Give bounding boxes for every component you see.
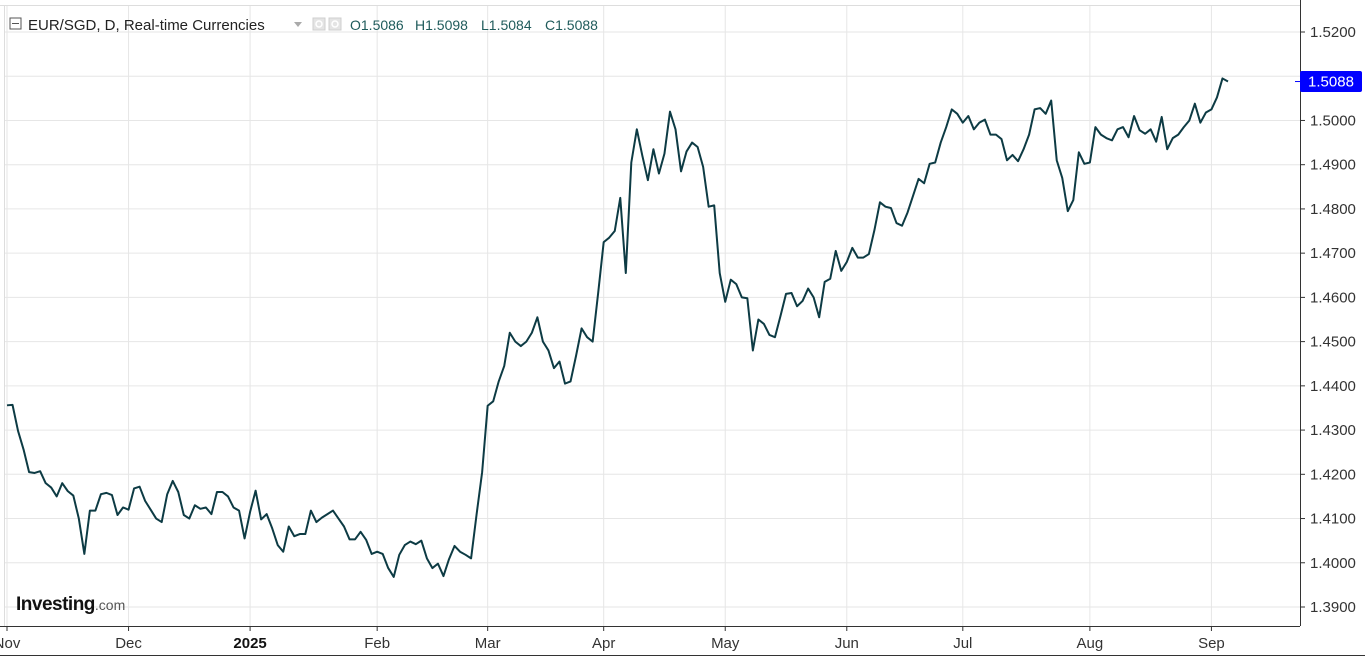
x-tick-label: Feb	[364, 635, 390, 652]
time-axis[interactable]: Nov Dec 2025 Feb Mar Apr May Jun Jul Aug Sep	[0, 626, 1225, 652]
last-price-label: 1.5088	[1308, 74, 1354, 91]
logo-text: Investing.com	[16, 594, 125, 615]
x-tick-label: May	[711, 635, 740, 652]
price-axis[interactable]: 1.3900 1.4000 1.4100 1.4200 1.4300 1.4400 1.45…	[1300, 24, 1356, 616]
price-series-line[interactable]	[6, 77, 1229, 578]
vertical-gridlines	[6, 5, 1212, 626]
y-tick-label: 1.5000	[1310, 112, 1356, 129]
y-tick-label: 1.5200	[1310, 24, 1356, 41]
y-tick-label: 1.4900	[1310, 157, 1356, 174]
x-tick-label: Sep	[1198, 635, 1225, 652]
x-tick-label: Jun	[835, 635, 859, 652]
last-price-tag: 1.5088	[1295, 71, 1362, 92]
x-tick-label: Dec	[115, 635, 142, 652]
symbol-title[interactable]: EUR/SGD, D, Real-time Currencies	[28, 17, 265, 34]
low-value: L1.5084	[481, 17, 532, 33]
y-tick-label: 1.4800	[1310, 201, 1356, 218]
x-tick-label: Aug	[1077, 635, 1104, 652]
high-value: H1.5098	[415, 17, 468, 33]
x-tick-label: 2025	[233, 635, 266, 652]
horizontal-gridlines	[5, 31, 1300, 608]
y-tick-label: 1.4500	[1310, 334, 1356, 351]
chart-legend: EUR/SGD, D, Real-time Currencies O1.5086…	[9, 17, 598, 34]
y-tick-label: 1.4000	[1310, 555, 1356, 572]
investing-logo: Investing.com	[16, 594, 125, 615]
x-tick-label: Nov	[0, 635, 21, 652]
visibility-toggle-icon[interactable]	[312, 17, 326, 31]
y-tick-label: 1.4100	[1310, 511, 1356, 528]
last-price-tag-bg	[1300, 71, 1362, 92]
y-tick-label: 1.4700	[1310, 245, 1356, 262]
ohlc-readout: O1.5086 H1.5098 L1.5084 C1.5088	[350, 17, 598, 33]
collapse-toggle-icon[interactable]	[9, 17, 22, 30]
settings-gear-icon[interactable]	[328, 17, 342, 31]
open-value: O1.5086	[350, 17, 404, 33]
x-tick-label: Apr	[592, 635, 615, 652]
y-tick-label: 1.4200	[1310, 466, 1356, 483]
y-tick-label: 1.4400	[1310, 378, 1356, 395]
y-tick-label: 1.4300	[1310, 422, 1356, 439]
x-tick-label: Mar	[475, 635, 501, 652]
x-tick-label: Jul	[953, 635, 972, 652]
close-value: C1.5088	[545, 17, 598, 33]
y-tick-label: 1.3900	[1310, 599, 1356, 616]
series-layer	[6, 77, 1229, 578]
symbol-dropdown-icon[interactable]	[294, 22, 302, 27]
y-tick-label: 1.4600	[1310, 289, 1356, 306]
